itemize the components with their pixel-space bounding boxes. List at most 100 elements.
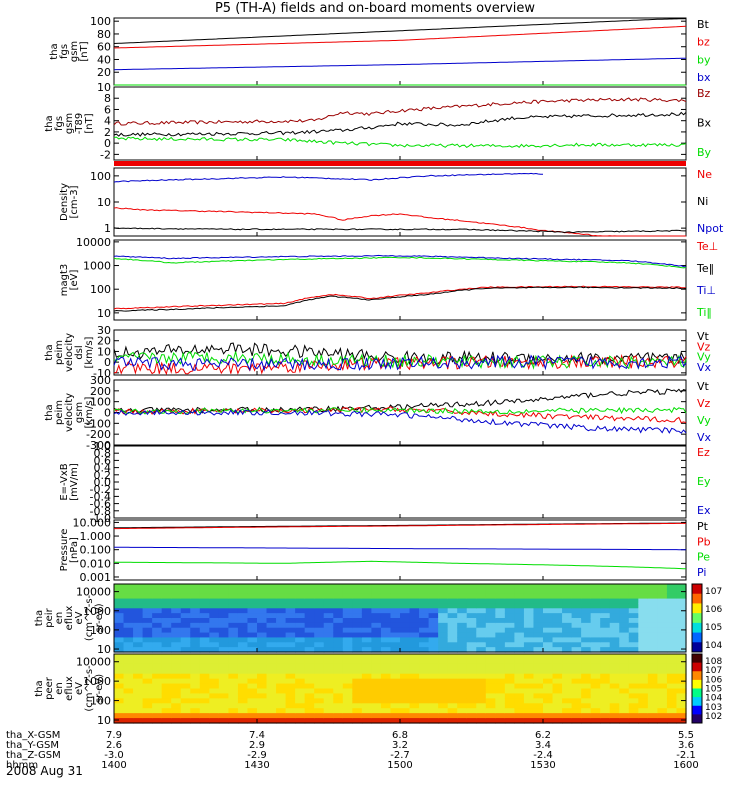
colorbar-label: 106 [705,675,722,685]
y-tick-label: 40 [97,53,111,66]
x-row-label: hhmm [6,760,38,771]
legend-label: Te‖ [696,262,714,275]
series-npot-line [113,172,543,183]
legend-label: By [697,146,712,159]
y-tick-label: -0.8 [90,505,111,518]
y-axis-label: (cm^2-s- [84,594,95,641]
y-axis-label: tha [44,404,55,420]
legend-label: Ez [697,446,710,459]
separator-band [114,161,686,166]
y-axis-label: [cm-3] [69,185,80,218]
legend-label: Ti‖ [696,306,712,319]
legend-label: Ti⊥ [696,284,716,297]
y-tick-label: -300 [86,439,111,452]
y-tick-label: 10 [97,345,111,358]
y-tick-label: 80 [97,28,111,41]
y-tick-label: 1 [104,222,111,235]
peir-colorbar: 107 106 105 104 [691,583,722,653]
y-tick-label: 0 [104,137,111,150]
page-title: P5 (TH-A) fields and on-board moments ov… [214,1,536,16]
y-tick-label: 10000 [76,586,111,599]
y-tick-label: 10 [97,81,111,94]
y-tick-label: 0.4 [94,462,112,475]
x-tick-label: 7.4 [249,730,265,741]
x-tick-label: 6.8 [392,730,408,741]
y-axis-label: Density [59,183,70,221]
colorbar-label: 104 [705,641,722,651]
y-axis-label: dsl [74,345,85,359]
y-axis-label: gsm [74,402,85,423]
x-tick-label: 1430 [244,760,269,771]
panel-temp: 10000 1000 100 10 magt3 [eV] Te⊥ Te‖ Ti⊥ Ti‖ [59,236,718,321]
y-tick-label: 10000 [76,656,111,669]
series-pe-line [114,560,687,570]
y-axis-label: peer [44,676,55,700]
legend-label: Vz [697,397,711,410]
y-tick-label: 1000 [83,675,111,688]
series-pi-line [114,546,686,551]
x-tick-label: 1600 [673,760,698,771]
colorbar-label: 106 [705,605,722,615]
legend-label: Ne [697,168,712,181]
y-tick-label: -1.0 [90,512,111,525]
y-tick-label: 8 [104,92,111,105]
series-vx-line [113,354,687,372]
y-axis-label: tha [49,43,60,59]
legend-label: Vz [697,340,711,353]
y-axis-label: eflux [64,606,75,631]
legend-label: Ni [697,195,708,208]
y-axis-label: fgs [54,116,65,131]
panel-frame [113,239,687,321]
y-tick-label: 10 [97,714,111,727]
y-tick-label: 100 [90,396,111,409]
series-ti-line [113,256,687,269]
y-tick-label: 0.8 [94,447,112,460]
y-axis-label: eV [74,611,85,624]
y-tick-label: 0.100 [80,544,112,557]
legend-label: Vt [697,330,710,343]
x-tick-label: 3.6 [678,740,694,751]
y-tick-label: 100 [90,170,111,183]
x-row-label: tha_X-GSM [6,730,60,741]
x-tick-label: -2.4 [533,750,553,761]
y-axis-label: velocity [64,393,75,432]
y-tick-label: -0.4 [90,490,111,503]
y-axis-label: sr-eV) [94,674,105,703]
y-tick-label: -2 [100,148,111,161]
y-axis-label: en [54,682,65,695]
y-tick-label: 1000 [83,260,111,273]
legend-label: Pi [697,566,706,579]
legend-label: Pb [697,535,711,548]
y-tick-label: 10000 [76,236,111,249]
y-axis-label: [nPa] [69,537,80,563]
y-axis-label: tha [44,115,55,131]
y-axis-label: [nT] [79,41,90,61]
y-axis-label: eV [74,682,85,695]
y-axis-label: en [54,612,65,625]
legend-label: Ey [697,475,711,488]
y-axis-label: [km/s] [84,336,95,368]
y-tick-label: 0.001 [80,571,112,584]
series-ne-line [113,207,686,237]
legend-label: by [697,53,711,66]
x-row-label: tha_Y-GSM [6,740,59,751]
series-bz-line [113,97,687,126]
colorbar-label: 105 [705,623,722,633]
series-vt-line [113,342,687,366]
y-tick-label: -100 [86,417,111,430]
y-tick-label: 10 [97,307,111,320]
y-axis-label: -T89 [74,113,85,135]
legend-label: Bx [697,117,712,130]
series-ni-line [113,227,686,234]
legend-label: Vy [697,351,711,364]
panel-peir: 107 106 105 104 10000 1000 100 10 tha peir en eflux… [34,583,722,656]
legend-label: Vx [697,361,712,374]
